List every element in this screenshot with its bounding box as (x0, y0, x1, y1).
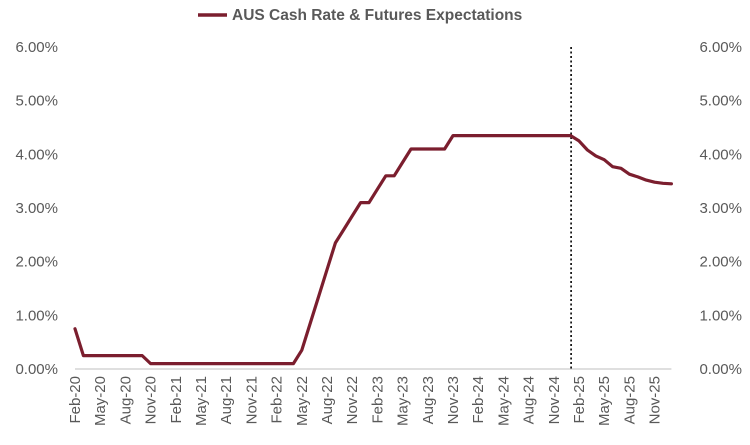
x-tick-label: Feb-25 (571, 376, 588, 424)
x-tick-label: Feb-21 (168, 376, 185, 424)
y-tick-label-left: 3.00% (15, 200, 58, 217)
x-tick-label: Aug-20 (117, 376, 134, 424)
x-tick-label: Nov-20 (143, 376, 160, 424)
x-tick-label: Feb-22 (269, 376, 286, 424)
x-tick-label: Nov-24 (546, 376, 563, 424)
y-tick-label-left: 2.00% (15, 254, 58, 271)
series-line (73, 134, 674, 366)
y-tick-label-right: 4.00% (699, 146, 742, 163)
x-tick-label: May-25 (596, 376, 613, 426)
x-tick-label: May-21 (193, 376, 210, 426)
x-tick-label: Feb-23 (369, 376, 386, 424)
y-tick-label-left: 1.00% (15, 307, 58, 324)
x-tick-label: Nov-23 (445, 376, 462, 424)
legend: AUS Cash Rate & Futures Expectations (198, 7, 522, 24)
x-tick-label: Feb-24 (470, 376, 487, 424)
y-tick-label-right: 2.00% (699, 254, 742, 271)
x-tick-label: May-23 (395, 376, 412, 426)
x-tick-label: Nov-22 (344, 376, 361, 424)
x-tick-label: Aug-23 (420, 376, 437, 424)
y-tick-label-right: 1.00% (699, 307, 742, 324)
left-y-axis: 0.00% 1.00% 2.00% 3.00% 4.00% 5.00% 6.00% (15, 39, 58, 378)
x-axis: Feb-20 May-20 Aug-20 Nov-20 Feb-21 May-21 Aug-… (67, 376, 664, 426)
x-tick-label: Aug-25 (621, 376, 638, 424)
y-tick-label-left: 5.00% (15, 93, 58, 110)
legend-label: AUS Cash Rate & Futures Expectations (232, 7, 522, 24)
x-tick-label: Aug-22 (319, 376, 336, 424)
x-tick-label: Aug-24 (521, 376, 538, 424)
y-tick-label-right: 0.00% (699, 361, 742, 378)
x-tick-label: May-24 (495, 376, 512, 426)
right-y-axis: 0.00% 1.00% 2.00% 3.00% 4.00% 5.00% 6.00% (699, 39, 742, 378)
x-tick-label: Nov-21 (243, 376, 260, 424)
y-tick-label-left: 4.00% (15, 146, 58, 163)
x-tick-label: Nov-25 (647, 376, 664, 424)
x-tick-label: Aug-21 (218, 376, 235, 424)
y-tick-label-right: 6.00% (699, 39, 742, 56)
y-tick-label-left: 6.00% (15, 39, 58, 56)
x-tick-label: Feb-20 (67, 376, 84, 424)
x-tick-label: May-20 (92, 376, 109, 426)
x-tick-label: May-22 (294, 376, 311, 426)
y-tick-label-left: 0.00% (15, 361, 58, 378)
y-tick-label-right: 5.00% (699, 93, 742, 110)
y-tick-label-right: 3.00% (699, 200, 742, 217)
